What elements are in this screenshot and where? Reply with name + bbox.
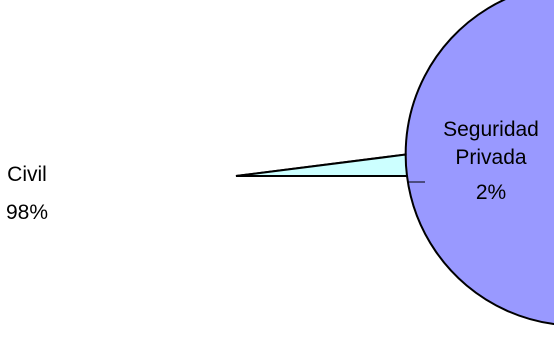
- seguridad-privada-percent-label: 2%: [476, 181, 506, 204]
- pie-slice-seguridad-privada: [235, 153, 409, 177]
- seguridad-privada-label-line-1: Seguridad: [443, 118, 539, 141]
- civil-percent-label: 98%: [6, 201, 48, 224]
- seguridad-privada-label-line-2: Privada: [455, 146, 527, 169]
- civil-label: Civil: [7, 163, 47, 186]
- pie-slices: [235, 0, 554, 325]
